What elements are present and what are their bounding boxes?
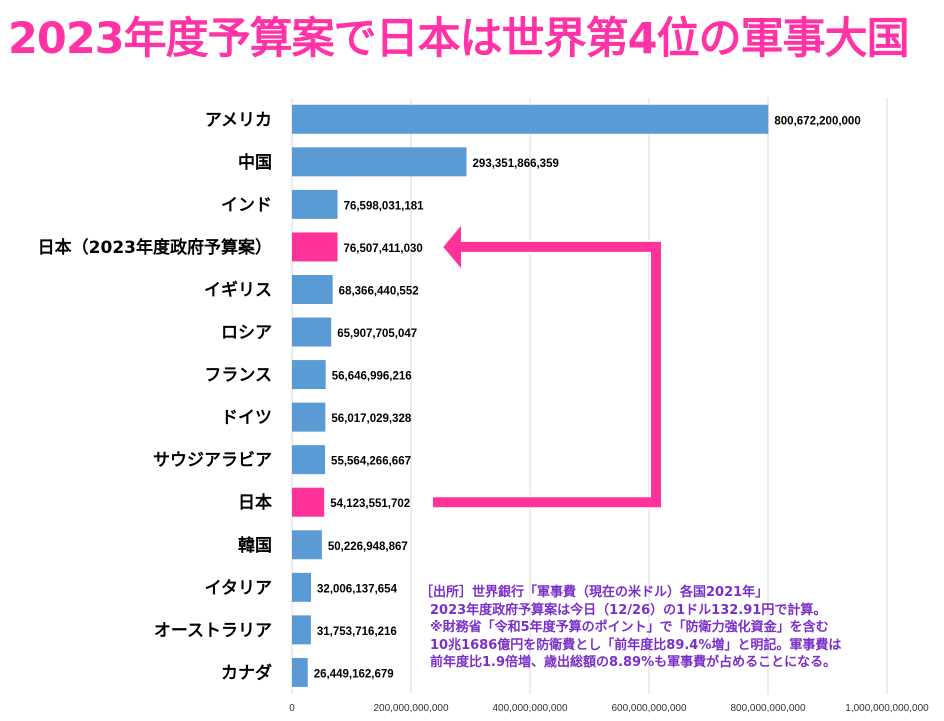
note-line: ［出所］世界銀行「軍事費（現在の米ドル）各国2021年」 [420,585,769,600]
value-label: 76,507,411,030 [344,243,423,255]
bar [292,232,338,262]
category-label: イタリア [205,578,272,598]
value-label: 68,366,440,552 [339,285,419,297]
category-label: 日本（2023年度政府予算案） [38,237,272,258]
bar [292,147,467,177]
arrow-shape [431,220,663,510]
value-label: 76,598,031,181 [344,200,425,212]
value-label: 293,351,866,359 [473,158,559,170]
bar [292,615,311,645]
x-tick-label: 1,000,000,000,000 [845,703,929,714]
category-label: 韓国 [238,535,272,556]
note-line: ※財務省「令和5年度予算のポイント」で「防衛力強化資金」を含む [430,620,829,635]
bar [292,530,322,560]
bars [292,104,769,687]
category-label: インド [221,195,272,215]
highlight-arrow [431,220,663,510]
value-label: 65,907,705,047 [337,328,417,340]
bar [292,317,332,347]
bar [292,274,333,304]
note-line: 前年度比1.9倍増、歳出総額の8.89%も軍事費が占めることになる。 [430,655,837,670]
value-label: 800,672,200,000 [774,115,860,127]
category-label: サウジアラビア [153,451,272,471]
category-label: アメリカ [205,110,272,130]
bar [292,487,325,517]
category-label: オーストラリア [154,621,272,641]
value-label: 32,006,137,654 [317,583,398,595]
page-title: 2023年度予算案で日本は世界第4位の軍事大国 [8,14,910,64]
category-label: 中国 [238,152,272,173]
x-tick-label: 200,000,000,000 [373,703,449,714]
bar [292,104,769,134]
bar [292,445,326,475]
value-label: 31,753,716,216 [317,626,397,638]
category-label: カナダ [221,662,272,683]
x-tick-label: 800,000,000,000 [730,703,806,714]
bar [292,402,326,432]
value-label: 56,017,029,328 [331,413,412,425]
value-label: 55,564,266,667 [331,456,411,468]
source-note: ［出所］世界銀行「軍事費（現在の米ドル）各国2021年」 2023年度政府予算案… [420,584,940,672]
category-label: ドイツ [221,408,272,428]
bar [292,572,312,602]
note-line: 2023年度政府予算案は今日（12/26）の1ドル132.91円で計算。 [430,602,827,618]
category-label: 日本 [238,492,272,513]
category-label: ロシア [221,323,272,343]
bar [292,189,338,219]
x-tick-label: 600,000,000,000 [611,703,687,714]
note-line: 10兆1686億円を防衛費とし「前年度比89.4%増」と明記。軍事費は [430,637,842,653]
x-tick-label: 400,000,000,000 [492,703,568,714]
x-tick-label: 0 [289,703,295,714]
value-label: 54,123,551,702 [330,498,410,510]
bar [292,360,326,390]
bar [292,657,308,687]
labels: 0 200,000,000,000 400,000,000,000 600,000,0… [38,110,929,714]
value-label: 26,449,162,679 [314,668,394,680]
category-label: イギリス [204,280,272,300]
value-label: 56,646,996,216 [332,371,412,383]
category-label: フランス [204,366,272,386]
value-label: 50,226,948,867 [328,541,408,553]
